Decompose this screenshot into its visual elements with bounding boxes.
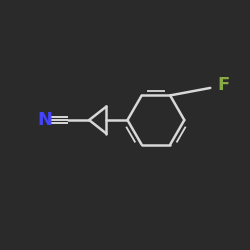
Text: N: N bbox=[37, 111, 52, 129]
Text: F: F bbox=[218, 76, 230, 94]
